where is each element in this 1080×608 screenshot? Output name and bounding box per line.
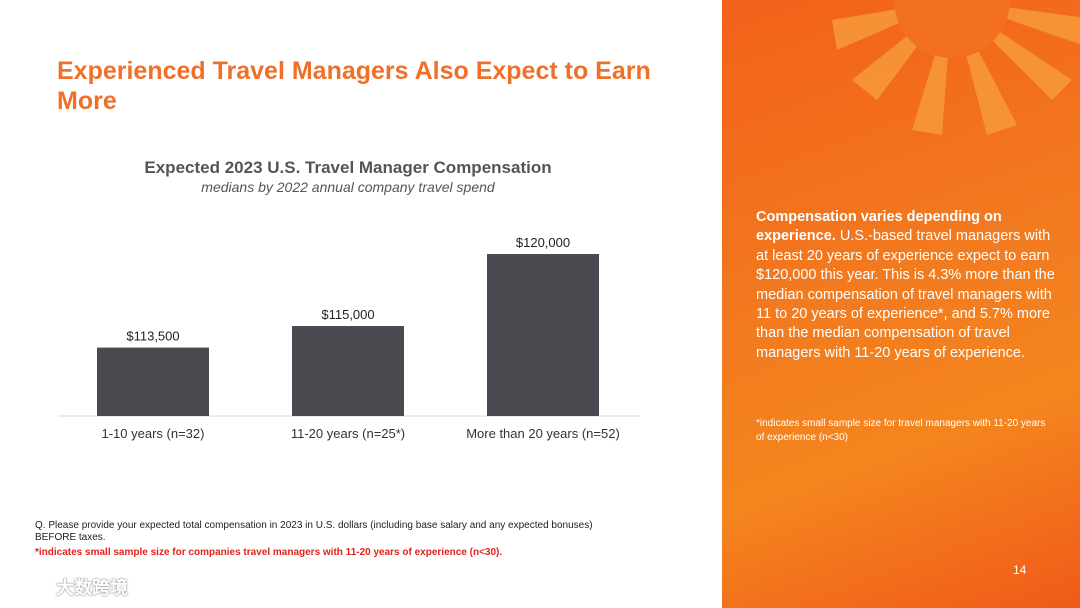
slide-title: Experienced Travel Managers Also Expect … <box>57 57 651 115</box>
watermark-text: 大数跨境 <box>56 578 128 598</box>
panel-summary-body: U.S.-based travel managers with at least… <box>756 228 1055 361</box>
watermark: 大数跨境 <box>8 574 128 600</box>
chart-title: Expected 2023 U.S. Travel Manager Compen… <box>144 158 552 177</box>
category-label-1: 1-10 years (n=32) <box>102 426 205 441</box>
question-footnote: Q. Please provide your expected total co… <box>35 520 593 543</box>
data-label-2: $115,000 <box>321 307 374 322</box>
category-label-3: More than 20 years (n=52) <box>466 426 620 441</box>
chart-subtitle: medians by 2022 annual company travel sp… <box>201 179 495 195</box>
bar-chart: $113,500 1-10 years (n=32) $115,000 11-20 y… <box>58 235 640 441</box>
category-label-2: 11-20 years (n=25*) <box>291 426 405 441</box>
brand-logo-icon <box>10 579 48 595</box>
side-panel: Compensation varies depending on experie… <box>722 0 1080 608</box>
sunburst-graphic <box>832 0 1080 135</box>
bar-2 <box>292 326 404 416</box>
bar-3 <box>487 254 599 416</box>
sample-size-footnote: *indicates small sample size for compani… <box>35 547 503 558</box>
data-label-1: $113,500 <box>126 329 179 344</box>
panel-summary: Compensation varies depending on experie… <box>756 208 1058 363</box>
page-number: 14 <box>1013 563 1027 577</box>
panel-footnote: *indicates small sample size for travel … <box>756 418 1046 443</box>
panel-summary-lead: Compensation varies depending on experie… <box>756 209 1002 245</box>
bar-1 <box>97 347 209 416</box>
data-label-3: $120,000 <box>516 235 570 250</box>
